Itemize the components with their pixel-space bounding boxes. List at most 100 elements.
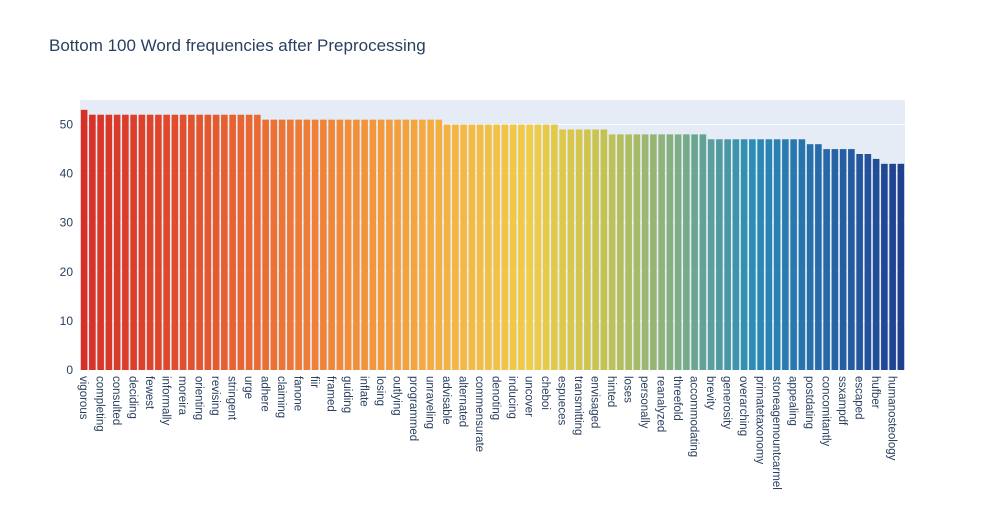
bar[interactable] (749, 139, 756, 370)
bar[interactable] (724, 139, 731, 370)
bar[interactable] (97, 114, 104, 371)
bar[interactable] (592, 129, 599, 370)
bar[interactable] (410, 119, 418, 371)
bar[interactable] (443, 124, 451, 370)
bar[interactable] (452, 124, 459, 370)
bar[interactable] (287, 119, 294, 371)
bar[interactable] (394, 119, 401, 371)
bar[interactable] (311, 119, 319, 371)
bar[interactable] (584, 129, 591, 370)
bar[interactable] (146, 114, 154, 371)
bar[interactable] (815, 144, 822, 370)
bar[interactable] (361, 119, 368, 371)
bar[interactable] (328, 119, 335, 371)
bar[interactable] (402, 119, 410, 371)
bar[interactable] (212, 114, 220, 371)
bar[interactable] (460, 124, 467, 370)
bar[interactable] (105, 114, 113, 371)
bar[interactable] (188, 114, 195, 371)
bar[interactable] (138, 114, 146, 371)
bar[interactable] (600, 129, 608, 370)
bar[interactable] (782, 139, 789, 370)
bar[interactable] (270, 119, 278, 371)
bar[interactable] (666, 134, 674, 370)
bar[interactable] (683, 134, 690, 370)
bar[interactable] (278, 119, 286, 371)
bar[interactable] (229, 114, 236, 371)
bar[interactable] (320, 119, 327, 371)
bar[interactable] (262, 119, 269, 371)
bar[interactable] (526, 124, 533, 370)
bar[interactable] (254, 114, 261, 371)
bar[interactable] (806, 144, 814, 370)
bar[interactable] (419, 119, 426, 371)
bar[interactable] (171, 114, 179, 371)
bar[interactable] (716, 139, 723, 370)
bar[interactable] (707, 139, 715, 370)
bar[interactable] (377, 119, 385, 371)
bar[interactable] (196, 114, 203, 371)
bar[interactable] (790, 139, 797, 370)
bar[interactable] (130, 114, 137, 371)
bar[interactable] (889, 163, 896, 370)
bar[interactable] (848, 149, 855, 370)
bar[interactable] (476, 124, 484, 370)
bar[interactable] (699, 134, 707, 370)
bar[interactable] (798, 139, 806, 370)
bar[interactable] (468, 124, 476, 370)
bar[interactable] (501, 124, 509, 370)
bar[interactable] (551, 124, 558, 370)
bar[interactable] (295, 119, 302, 371)
bar[interactable] (163, 114, 170, 371)
bar[interactable] (427, 119, 434, 371)
bar[interactable] (435, 119, 443, 371)
bar[interactable] (245, 114, 253, 371)
bar[interactable] (237, 114, 245, 371)
bar[interactable] (839, 149, 847, 370)
bar[interactable] (113, 114, 121, 371)
bar[interactable] (765, 139, 773, 370)
bar[interactable] (641, 134, 649, 370)
bar[interactable] (608, 134, 616, 370)
bar[interactable] (674, 134, 682, 370)
bar[interactable] (534, 124, 542, 370)
bar[interactable] (658, 134, 665, 370)
bar[interactable] (897, 163, 905, 370)
bar[interactable] (336, 119, 344, 371)
bar[interactable] (732, 139, 740, 370)
bar[interactable] (204, 114, 212, 371)
bar[interactable] (89, 114, 96, 371)
bar[interactable] (485, 124, 492, 370)
bar[interactable] (757, 139, 764, 370)
bar[interactable] (344, 119, 352, 371)
bar[interactable] (864, 154, 872, 370)
bar[interactable] (831, 149, 839, 370)
bar[interactable] (493, 124, 500, 370)
bar[interactable] (369, 119, 377, 371)
bar[interactable] (773, 139, 781, 370)
bar[interactable] (179, 114, 187, 371)
bar[interactable] (633, 134, 641, 370)
bar[interactable] (823, 149, 830, 370)
bar[interactable] (567, 129, 575, 370)
bar[interactable] (122, 114, 129, 371)
bar[interactable] (617, 134, 624, 370)
bar[interactable] (856, 154, 863, 370)
bar[interactable] (650, 134, 657, 370)
bar[interactable] (80, 109, 88, 371)
bar[interactable] (881, 163, 888, 370)
bar[interactable] (691, 134, 698, 370)
bar[interactable] (509, 124, 517, 370)
bar[interactable] (575, 129, 583, 370)
bar[interactable] (155, 114, 162, 371)
bar[interactable] (221, 114, 228, 371)
bar[interactable] (303, 119, 311, 371)
bar[interactable] (872, 158, 880, 370)
bar[interactable] (518, 124, 525, 370)
bar[interactable] (542, 124, 550, 370)
bar[interactable] (625, 134, 632, 370)
bar[interactable] (740, 139, 748, 370)
bar[interactable] (353, 119, 360, 371)
bar[interactable] (386, 119, 393, 371)
bar[interactable] (559, 129, 566, 370)
